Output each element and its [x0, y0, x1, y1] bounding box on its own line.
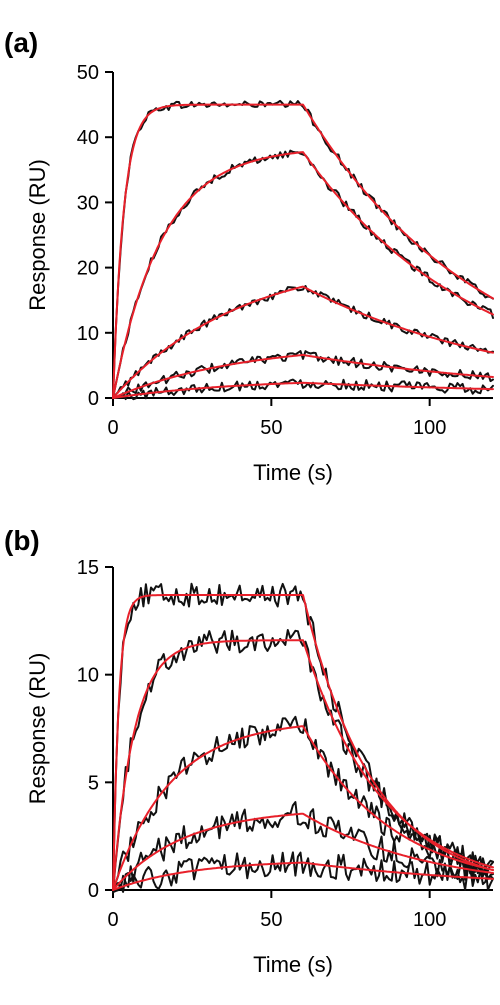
- data-trace-2: [112, 629, 494, 894]
- x-tick-label: 100: [413, 909, 446, 931]
- fit-curve-3: [112, 285, 494, 399]
- data-trace-2: [112, 149, 494, 399]
- y-tick-label: 15: [77, 557, 99, 579]
- fit-curve-1: [112, 594, 494, 891]
- fit-curve-3: [112, 725, 494, 891]
- y-tick-label: 10: [77, 665, 99, 687]
- fit-curve-2: [112, 151, 494, 399]
- fit-curve-5: [112, 381, 494, 399]
- fit-curve-4: [112, 812, 494, 891]
- x-tick-label: 50: [260, 909, 282, 931]
- fit-curve-1: [112, 103, 494, 399]
- data-trace-5: [112, 851, 494, 894]
- panel-label: (b): [4, 525, 40, 556]
- x-axis-title: Time (s): [253, 460, 333, 485]
- fit-curve-4: [112, 353, 494, 399]
- x-axis-title: Time (s): [253, 952, 333, 977]
- chart-panel-b: (b) 0 5 10 15 0 50 100 Time (s) Response (RU): [4, 525, 494, 977]
- x-tick-label: 50: [260, 417, 282, 439]
- x-tick-label: 100: [413, 417, 446, 439]
- fit-curve-2: [112, 639, 494, 891]
- chart-panel-a: (a) 0 10 20 30 40 50 0 50 100 Time (s) Response (RU…: [4, 27, 494, 485]
- y-tick-label: 40: [77, 127, 99, 149]
- fit-curve-5: [112, 861, 494, 891]
- x-tick-label: 0: [107, 417, 118, 439]
- y-tick-label: 0: [88, 388, 99, 410]
- y-axis-title: Response (RU): [25, 653, 50, 805]
- y-tick-label: 5: [88, 772, 99, 794]
- x-tick-label: 0: [107, 909, 118, 931]
- y-tick-label: 10: [77, 323, 99, 345]
- panel-label: (a): [4, 27, 38, 58]
- data-trace-4: [112, 350, 494, 399]
- data-trace-3: [112, 285, 494, 399]
- y-tick-label: 20: [77, 258, 99, 280]
- y-tick-label: 30: [77, 192, 99, 214]
- data-trace-1: [112, 99, 494, 399]
- y-tick-label: 0: [88, 880, 99, 902]
- y-axis-title: Response (RU): [25, 159, 50, 311]
- y-tick-label: 50: [77, 62, 99, 84]
- data-trace-4: [112, 801, 494, 894]
